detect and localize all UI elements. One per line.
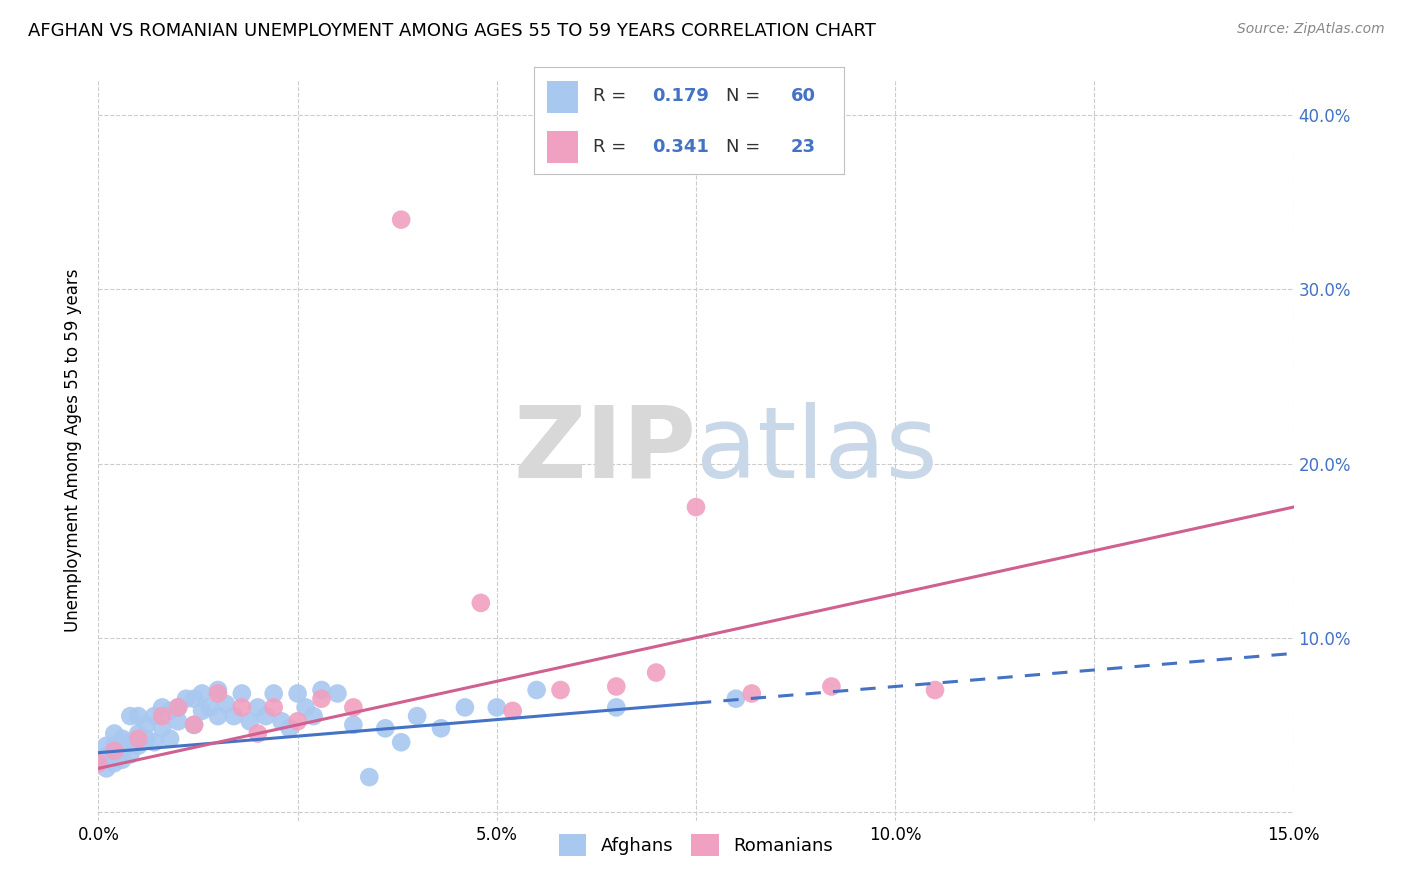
Point bbox=[111, 744, 134, 758]
Point bbox=[311, 691, 333, 706]
Point bbox=[127, 731, 149, 746]
Point bbox=[263, 686, 285, 700]
Text: atlas: atlas bbox=[696, 402, 938, 499]
Point bbox=[127, 709, 149, 723]
Point bbox=[120, 747, 142, 762]
Point bbox=[215, 697, 238, 711]
Point bbox=[239, 714, 262, 729]
Point bbox=[470, 596, 492, 610]
Point bbox=[254, 709, 277, 723]
Point bbox=[924, 683, 946, 698]
Point bbox=[103, 739, 125, 753]
Point bbox=[103, 747, 125, 762]
Point bbox=[605, 680, 627, 694]
Point bbox=[389, 735, 412, 749]
Point bbox=[143, 735, 166, 749]
Point bbox=[270, 714, 292, 729]
Point bbox=[278, 721, 301, 735]
Text: 0.179: 0.179 bbox=[652, 87, 709, 105]
Point bbox=[87, 756, 110, 771]
Point bbox=[103, 744, 125, 758]
Point bbox=[159, 704, 181, 718]
Point bbox=[550, 683, 572, 698]
Point bbox=[159, 731, 181, 746]
Point bbox=[222, 709, 245, 723]
Text: 23: 23 bbox=[792, 137, 815, 155]
Point bbox=[135, 718, 157, 732]
Point bbox=[359, 770, 381, 784]
Point bbox=[342, 718, 364, 732]
Point bbox=[183, 718, 205, 732]
Point bbox=[167, 700, 190, 714]
Point bbox=[246, 726, 269, 740]
Text: 0.341: 0.341 bbox=[652, 137, 709, 155]
Point bbox=[485, 700, 508, 714]
Text: N =: N = bbox=[725, 137, 766, 155]
Point bbox=[150, 700, 173, 714]
Text: N =: N = bbox=[725, 87, 766, 105]
Point bbox=[207, 709, 229, 723]
Text: Source: ZipAtlas.com: Source: ZipAtlas.com bbox=[1237, 22, 1385, 37]
Point bbox=[167, 700, 190, 714]
Point bbox=[167, 714, 190, 729]
Point bbox=[198, 700, 221, 714]
Point bbox=[342, 700, 364, 714]
Legend: Afghans, Romanians: Afghans, Romanians bbox=[553, 827, 839, 863]
Text: AFGHAN VS ROMANIAN UNEMPLOYMENT AMONG AGES 55 TO 59 YEARS CORRELATION CHART: AFGHAN VS ROMANIAN UNEMPLOYMENT AMONG AG… bbox=[28, 22, 876, 40]
Point bbox=[183, 691, 205, 706]
Y-axis label: Unemployment Among Ages 55 to 59 years: Unemployment Among Ages 55 to 59 years bbox=[65, 268, 83, 632]
Point bbox=[502, 704, 524, 718]
Text: R =: R = bbox=[593, 137, 633, 155]
Point bbox=[246, 700, 269, 714]
Point bbox=[724, 691, 747, 706]
Point bbox=[263, 700, 285, 714]
Point bbox=[820, 680, 842, 694]
Text: R =: R = bbox=[593, 87, 633, 105]
Point bbox=[135, 731, 157, 746]
Point bbox=[120, 709, 142, 723]
Point bbox=[103, 726, 125, 740]
Point bbox=[526, 683, 548, 698]
Point bbox=[430, 721, 453, 735]
Point bbox=[454, 700, 477, 714]
Point bbox=[150, 721, 173, 735]
Point bbox=[374, 721, 396, 735]
Point bbox=[96, 739, 118, 753]
Point bbox=[287, 686, 309, 700]
Text: ZIP: ZIP bbox=[513, 402, 696, 499]
Text: 60: 60 bbox=[792, 87, 815, 105]
Point bbox=[207, 686, 229, 700]
Point bbox=[326, 686, 349, 700]
Point bbox=[605, 700, 627, 714]
Point bbox=[87, 753, 110, 767]
Point bbox=[685, 500, 707, 514]
Point bbox=[741, 686, 763, 700]
Point bbox=[96, 761, 118, 775]
Point bbox=[111, 731, 134, 746]
Point bbox=[207, 683, 229, 698]
Point bbox=[120, 735, 142, 749]
Point bbox=[191, 686, 214, 700]
Point bbox=[406, 709, 429, 723]
Point bbox=[111, 753, 134, 767]
Bar bbox=[547, 131, 578, 163]
Point bbox=[183, 718, 205, 732]
Point bbox=[127, 739, 149, 753]
Point bbox=[127, 726, 149, 740]
Point bbox=[231, 686, 253, 700]
Point bbox=[231, 700, 253, 714]
Point bbox=[174, 691, 197, 706]
Point bbox=[150, 709, 173, 723]
Point bbox=[389, 212, 412, 227]
Point bbox=[311, 683, 333, 698]
Point bbox=[302, 709, 325, 723]
Point bbox=[96, 749, 118, 764]
Point bbox=[143, 709, 166, 723]
Point bbox=[287, 714, 309, 729]
Point bbox=[645, 665, 668, 680]
Point bbox=[103, 756, 125, 771]
Bar bbox=[547, 81, 578, 113]
Point bbox=[191, 704, 214, 718]
Point bbox=[294, 700, 316, 714]
